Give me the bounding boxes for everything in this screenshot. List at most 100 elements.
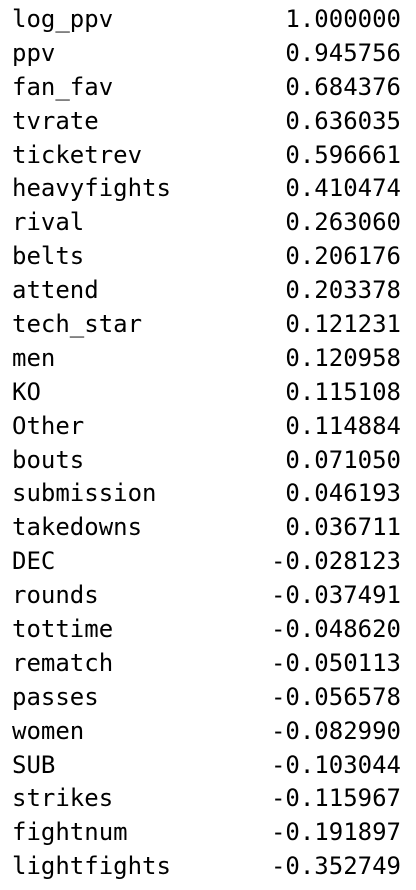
series-row: ticketrev 0.596661: [0, 139, 416, 173]
series-row-inner: attend 0.203378: [0, 274, 416, 308]
correlation-value: -0.048620: [270, 615, 401, 644]
correlation-value: -0.082990: [270, 716, 401, 745]
series-row: log_ppv 1.000000: [0, 3, 416, 37]
variable-name: bouts: [12, 445, 85, 474]
series-row-inner: strikes -0.115967: [0, 782, 416, 816]
series-row: rival 0.263060: [0, 206, 416, 240]
series-row: takedowns 0.036711: [0, 511, 416, 545]
variable-name: takedowns: [12, 513, 143, 542]
correlation-value: -0.115967: [270, 784, 401, 813]
series-row: passes -0.056578: [0, 681, 416, 715]
variable-name: Other: [12, 411, 85, 440]
variable-name: SUB: [12, 750, 56, 779]
variable-name: rematch: [12, 648, 114, 677]
series-row: men 0.120958: [0, 342, 416, 376]
correlation-value: 0.114884: [285, 411, 401, 440]
series-row: rematch -0.050113: [0, 647, 416, 681]
correlation-value: -0.103044: [270, 750, 401, 779]
correlation-value: -0.352749: [270, 852, 401, 881]
correlation-value: -0.037491: [270, 581, 401, 610]
series-row-inner: takedowns 0.036711: [0, 511, 416, 545]
correlation-value: 0.263060: [285, 208, 401, 237]
variable-name: passes: [12, 682, 99, 711]
variable-name: strikes: [12, 784, 114, 813]
series-row: SUB -0.103044: [0, 749, 416, 783]
series-row: fightnum -0.191897: [0, 816, 416, 850]
variable-name: tech_star: [12, 310, 143, 339]
series-row-inner: passes -0.056578: [0, 681, 416, 715]
series-row-inner: heavyfights 0.410474: [0, 172, 416, 206]
series-row: fan_fav 0.684376: [0, 71, 416, 105]
series-row: rounds -0.037491: [0, 579, 416, 613]
correlation-value: 0.121231: [285, 310, 401, 339]
variable-name: rounds: [12, 581, 99, 610]
correlation-value: 0.046193: [285, 479, 401, 508]
variable-name: ppv: [12, 38, 56, 67]
series-row-inner: fightnum -0.191897: [0, 816, 416, 850]
variable-name: rival: [12, 208, 85, 237]
series-row-inner: men 0.120958: [0, 342, 416, 376]
series-row-inner: submission 0.046193: [0, 477, 416, 511]
series-row-inner: SUB -0.103044: [0, 749, 416, 783]
series-row-inner: ticketrev 0.596661: [0, 139, 416, 173]
series-row-inner: rival 0.263060: [0, 206, 416, 240]
series-row: DEC -0.028123: [0, 545, 416, 579]
correlation-value: -0.056578: [270, 682, 401, 711]
series-row: submission 0.046193: [0, 477, 416, 511]
variable-name: attend: [12, 276, 99, 305]
series-row: women -0.082990: [0, 715, 416, 749]
correlation-value: 1.000000: [285, 5, 401, 33]
series-row-inner: lightfights -0.352749: [0, 850, 416, 884]
series-row-inner: bouts 0.071050: [0, 444, 416, 478]
correlation-value: 0.596661: [285, 140, 401, 169]
series-row: tvrate 0.636035: [0, 105, 416, 139]
variable-name: KO: [12, 377, 41, 406]
variable-name: ticketrev: [12, 140, 143, 169]
series-row: attend 0.203378: [0, 274, 416, 308]
variable-name: DEC: [12, 547, 56, 576]
correlation-value: 0.636035: [285, 106, 401, 135]
correlation-value: 0.036711: [285, 513, 401, 542]
series-row-inner: tvrate 0.636035: [0, 105, 416, 139]
variable-name: women: [12, 716, 85, 745]
variable-name: heavyfights: [12, 174, 171, 203]
variable-name: belts: [12, 242, 85, 271]
variable-name: men: [12, 343, 56, 372]
series-row: Other 0.114884: [0, 410, 416, 444]
variable-name: log_ppv: [12, 5, 114, 33]
series-row-inner: rounds -0.037491: [0, 579, 416, 613]
correlation-value: 0.945756: [285, 38, 401, 67]
correlation-value: -0.050113: [270, 648, 401, 677]
variable-name: tottime: [12, 615, 114, 644]
series-row-inner: belts 0.206176: [0, 240, 416, 274]
variable-name: fan_fav: [12, 72, 114, 101]
series-row: lightfights -0.352749: [0, 850, 416, 884]
variable-name: fightnum: [12, 818, 128, 847]
series-row: strikes -0.115967: [0, 782, 416, 816]
correlation-value: 0.115108: [285, 377, 401, 406]
variable-name: tvrate: [12, 106, 99, 135]
correlation-value: 0.071050: [285, 445, 401, 474]
series-row-inner: KO 0.115108: [0, 376, 416, 410]
correlation-value: -0.028123: [270, 547, 401, 576]
correlation-value: 0.203378: [285, 276, 401, 305]
series-row: KO 0.115108: [0, 376, 416, 410]
series-row-inner: rematch -0.050113: [0, 647, 416, 681]
correlation-value: -0.191897: [270, 818, 401, 847]
series-row: tech_star 0.121231: [0, 308, 416, 342]
series-row: ppv 0.945756: [0, 37, 416, 71]
series-row-inner: ppv 0.945756: [0, 37, 416, 71]
series-row-inner: tech_star 0.121231: [0, 308, 416, 342]
variable-name: submission: [12, 479, 157, 508]
correlation-value: 0.120958: [285, 343, 401, 372]
series-row: tottime -0.048620: [0, 613, 416, 647]
correlation-value: 0.684376: [285, 72, 401, 101]
variable-name: lightfights: [12, 852, 171, 881]
series-row-inner: fan_fav 0.684376: [0, 71, 416, 105]
series-row-inner: women -0.082990: [0, 715, 416, 749]
series-row-inner: log_ppv 1.000000: [0, 3, 416, 37]
series-row-inner: Other 0.114884: [0, 410, 416, 444]
series-row: heavyfights 0.410474: [0, 172, 416, 206]
series-row: belts 0.206176: [0, 240, 416, 274]
